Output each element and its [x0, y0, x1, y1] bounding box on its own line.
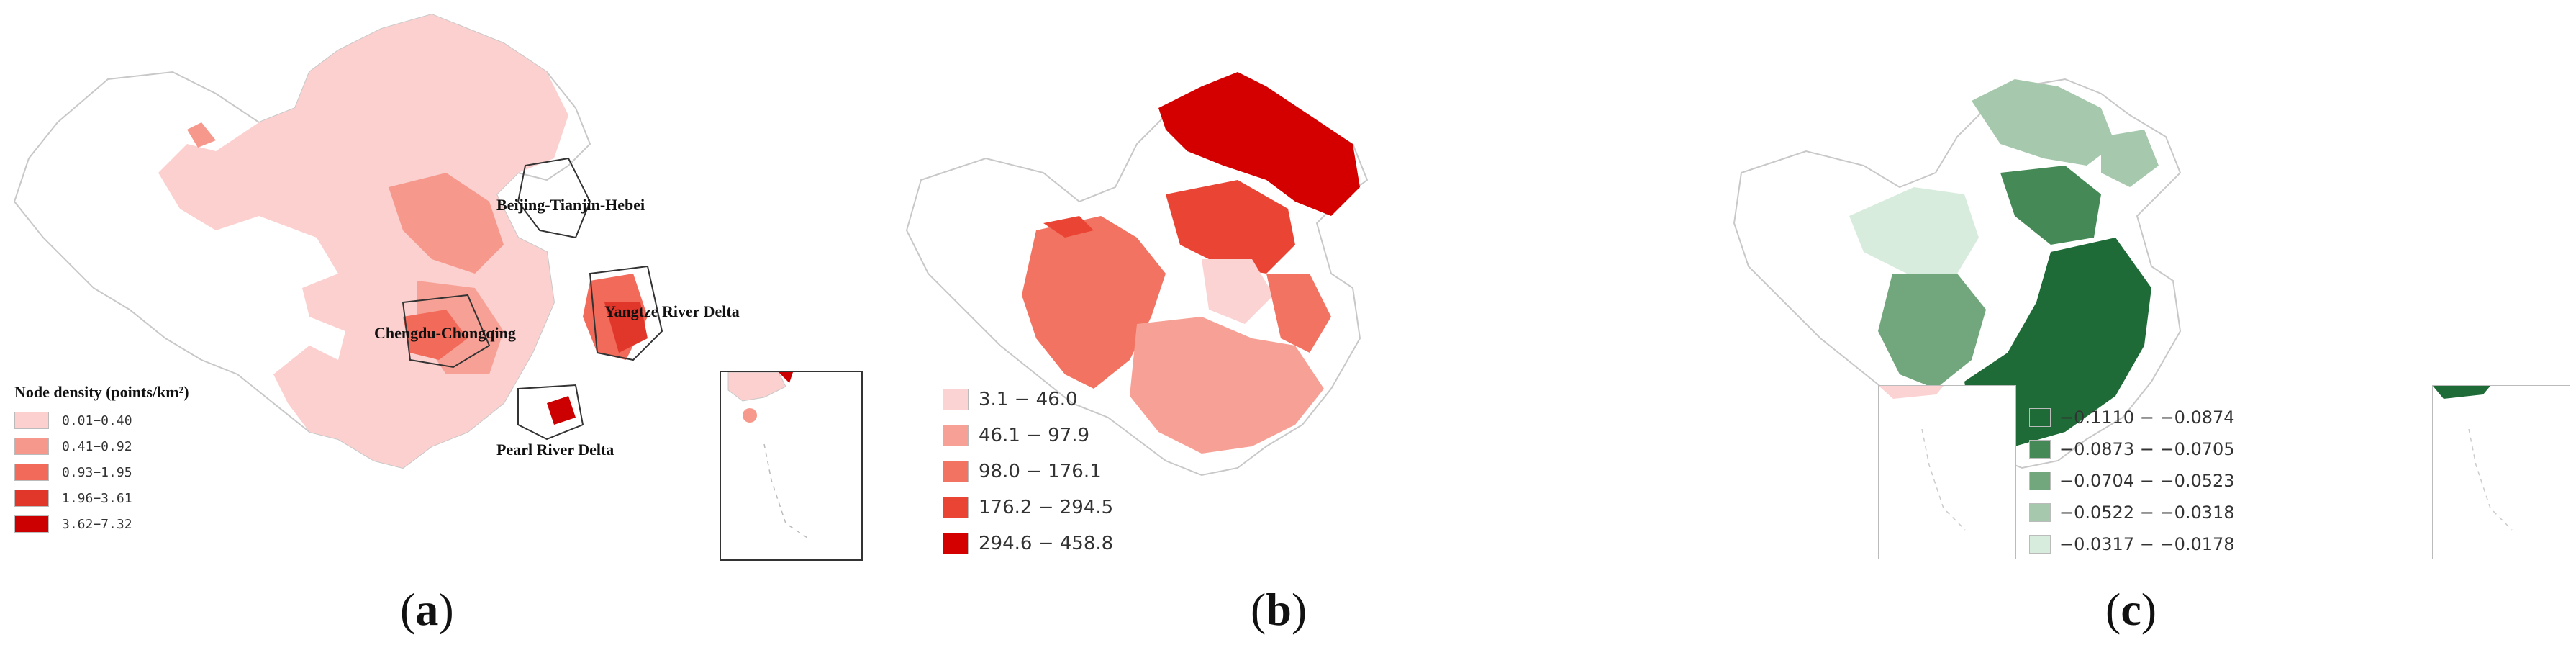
legend-item: 0.41−0.92 — [14, 433, 132, 459]
south-china-sea-inset-c — [1878, 385, 2016, 559]
legend-item: 0.01−0.40 — [14, 407, 132, 433]
panel-c: −0.1110 − −0.0874 −0.0873 − −0.0705 −0.0… — [1727, 0, 2576, 663]
density-class-3 — [403, 310, 468, 360]
prd-boundary — [517, 384, 584, 441]
value-class-3 — [1878, 274, 1986, 389]
label-prd: Pearl River Delta — [496, 441, 614, 459]
legend-item: 3.1 − 46.0 — [943, 382, 1113, 418]
legend-swatch — [14, 412, 49, 429]
south-china-sea-inset-c2 — [2432, 385, 2570, 559]
cc-boundary — [402, 294, 491, 369]
legend-a: 0.01−0.40 0.41−0.92 0.93−1.95 1.96−3.61 … — [14, 407, 132, 537]
value-class-1 — [1202, 259, 1274, 324]
density-class-4 — [604, 302, 648, 353]
label-cc: Chengdu-Chongqing — [374, 324, 516, 342]
value-class-3 — [1022, 216, 1166, 389]
legend-swatch — [2029, 535, 2051, 554]
label-yrd: Yangtze River Delta — [604, 302, 740, 320]
caption-b: (b) — [1251, 584, 1307, 635]
legend-swatch — [943, 389, 969, 410]
legend-swatch — [2029, 440, 2051, 459]
value-class-4 — [1043, 216, 1094, 238]
south-china-sea-inset-a — [720, 371, 863, 561]
caption-c: (c) — [2105, 584, 2157, 635]
legend-swatch — [943, 461, 969, 482]
legend-item: 98.0 − 176.1 — [943, 454, 1113, 490]
value-class-2 — [2000, 166, 2101, 245]
legend-swatch — [2029, 503, 2051, 522]
legend-swatch — [14, 490, 49, 507]
value-class-3 — [1266, 274, 1331, 353]
legend-item: 0.93−1.95 — [14, 459, 132, 485]
value-class-5 — [1158, 72, 1360, 216]
legend-item: −0.0873 − −0.0705 — [2029, 433, 2235, 465]
legend-title-a: Node density (points/km²) — [14, 383, 189, 401]
map-c — [1733, 78, 2182, 469]
legend-item: −0.0317 − −0.0178 — [2029, 528, 2235, 560]
legend-item: 176.2 − 294.5 — [943, 490, 1113, 526]
legend-swatch — [943, 533, 969, 554]
map-b — [905, 72, 1369, 477]
legend-swatch — [2029, 472, 2051, 490]
legend-swatch — [2029, 408, 2051, 427]
legend-item: 46.1 − 97.9 — [943, 418, 1113, 454]
legend-c: −0.1110 − −0.0874 −0.0873 − −0.0705 −0.0… — [2029, 402, 2235, 560]
legend-item: 3.62−7.32 — [14, 511, 132, 537]
legend-item: 294.6 − 458.8 — [943, 526, 1113, 561]
inset-map — [727, 371, 808, 538]
legend-swatch — [943, 425, 969, 446]
legend-b: 3.1 − 46.0 46.1 − 97.9 98.0 − 176.1 176.… — [943, 382, 1113, 561]
panel-b: 3.1 − 46.0 46.1 − 97.9 98.0 − 176.1 176.… — [863, 0, 1583, 663]
value-class-5 — [1849, 187, 1979, 274]
panel-a: Beijing-Tianjin-Hebei Chengdu-Chongqing … — [0, 0, 863, 663]
yrd-boundary — [589, 265, 663, 361]
legend-swatch — [14, 438, 49, 455]
density-class-2 — [187, 122, 216, 148]
value-class-4 — [1972, 79, 2115, 166]
inset-map — [1879, 386, 1966, 531]
legend-swatch — [14, 515, 49, 533]
jjj-boundary — [517, 157, 591, 239]
value-class-2 — [1130, 317, 1324, 454]
density-class-2 — [389, 173, 504, 274]
label-jjj: Beijing-Tianjin-Hebei — [496, 196, 645, 214]
legend-swatch — [14, 464, 49, 481]
inset-map — [2433, 386, 2513, 531]
density-class-5 — [547, 396, 576, 425]
caption-a: (a) — [400, 584, 454, 635]
map-a: Beijing-Tianjin-Hebei Chengdu-Chongqing … — [13, 13, 740, 469]
legend-item: −0.0522 − −0.0318 — [2029, 497, 2235, 528]
value-class-4 — [2101, 130, 2159, 187]
legend-item: −0.0704 − −0.0523 — [2029, 465, 2235, 497]
legend-item: −0.1110 − −0.0874 — [2029, 402, 2235, 433]
legend-item: 1.96−3.61 — [14, 485, 132, 511]
value-class-4 — [1166, 180, 1295, 274]
legend-swatch — [943, 497, 969, 518]
